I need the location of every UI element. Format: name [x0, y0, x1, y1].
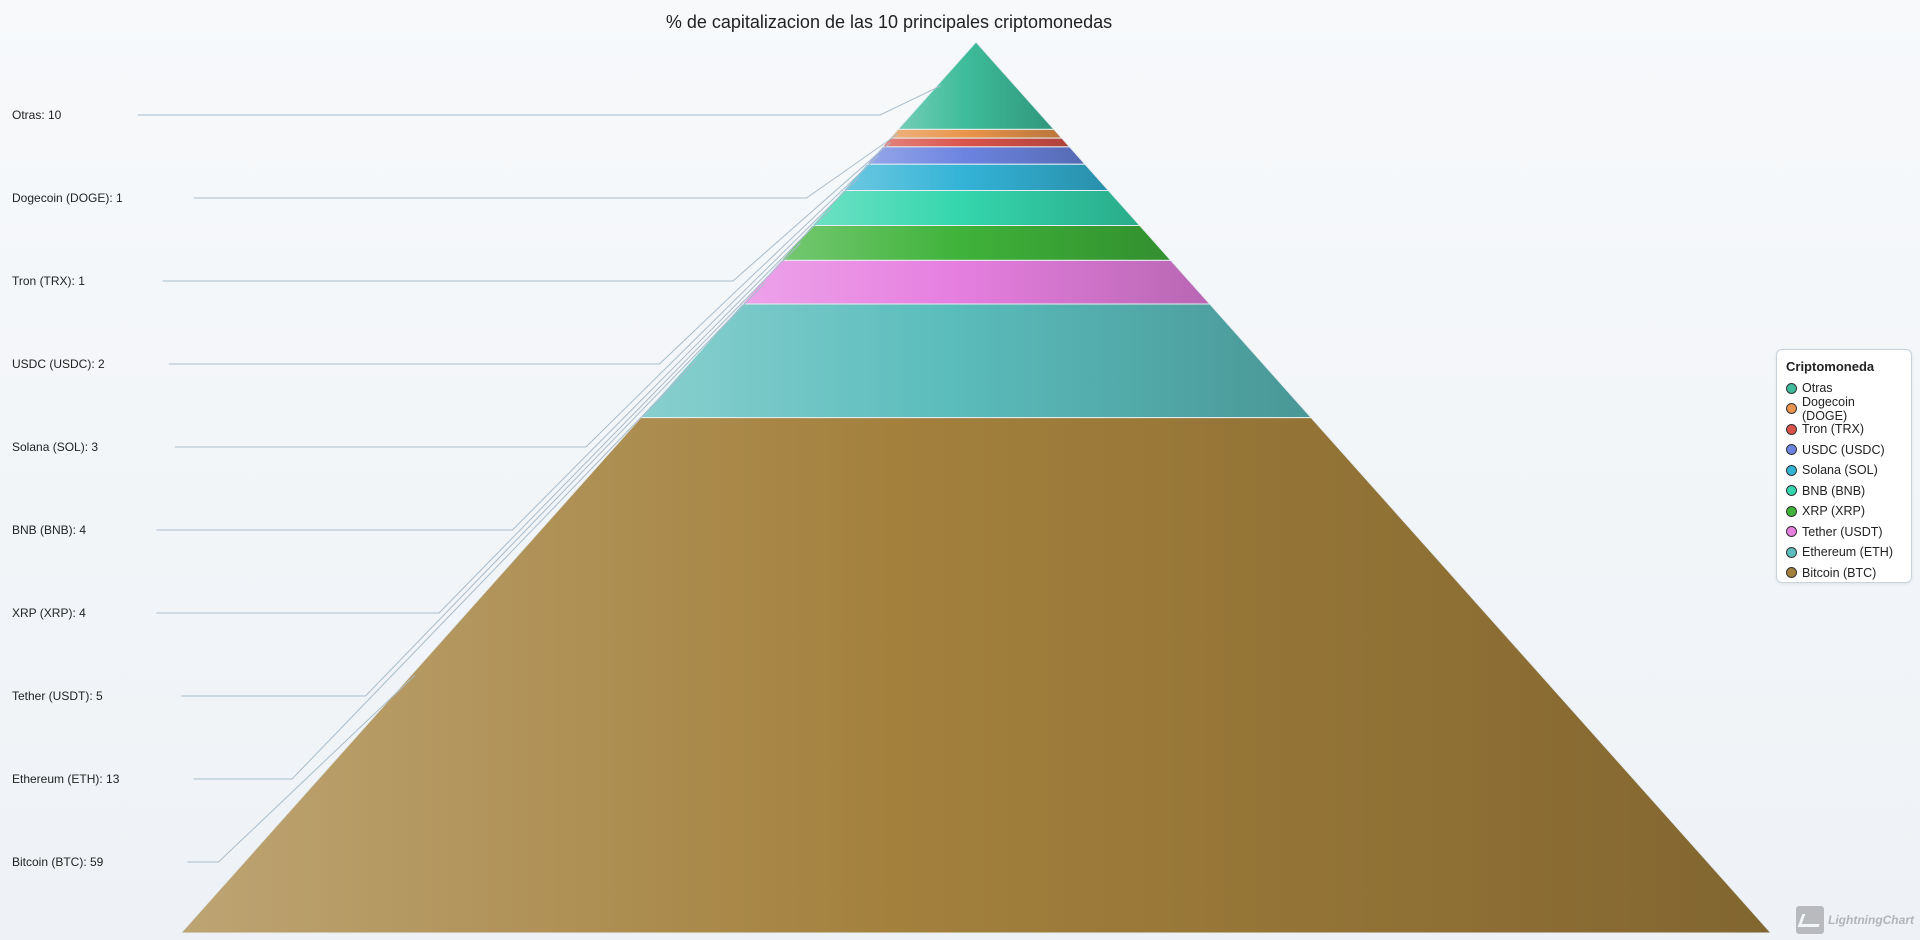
legend-label: Bitcoin (BTC) — [1802, 565, 1877, 580]
legend-swatch-icon — [1786, 444, 1797, 456]
connector-line — [193, 133, 899, 199]
legend-item[interactable]: Tron (TRX) — [1786, 419, 1903, 440]
slice-dogecoin-doge[interactable] — [889, 128, 1063, 139]
slice-labels: Otras: 10 Dogecoin (DOGE): 1 Tron (TRX): 1… — [12, 108, 123, 869]
connector-line — [156, 207, 833, 531]
legend-swatch-icon — [1786, 464, 1797, 476]
connector-line — [187, 674, 416, 863]
slice-usdc-usdc[interactable] — [865, 146, 1087, 165]
slice-label: Tron (TRX): 1 — [12, 274, 85, 288]
slice-tether-usdt[interactable] — [741, 259, 1211, 305]
legend-swatch-icon — [1786, 505, 1797, 517]
slice-label: Bitcoin (BTC): 59 — [12, 855, 104, 869]
legend-label: XRP (XRP) — [1802, 504, 1865, 519]
connector-line — [156, 242, 802, 614]
legend: Criptomoneda Otras Dogecoin (DOGE) Tron (T… — [1776, 349, 1912, 583]
slice-tron-trx[interactable] — [881, 137, 1071, 148]
legend-label: Otras — [1802, 381, 1833, 396]
legend-label: Solana (SOL) — [1802, 463, 1878, 478]
lightningchart-logo-icon — [1796, 906, 1824, 934]
legend-label: Tether (USDT) — [1802, 524, 1883, 539]
slice-bitcoin-btc[interactable] — [179, 417, 1773, 934]
slice-label: USDC (USDC): 2 — [12, 357, 105, 371]
slice-label: Tether (USDT): 5 — [12, 689, 103, 703]
legend-item[interactable]: Tether (USDT) — [1786, 522, 1903, 543]
legend-label: USDC (USDC) — [1802, 442, 1885, 457]
slice-xrp-xrp[interactable] — [780, 224, 1172, 261]
legend-swatch-icon — [1786, 382, 1797, 394]
slice-label: Dogecoin (DOGE): 1 — [12, 191, 123, 205]
connector-line — [175, 177, 860, 448]
slice-otras[interactable] — [896, 41, 1056, 130]
legend-label: BNB (BNB) — [1802, 483, 1866, 498]
slice-bnb-bnb[interactable] — [811, 190, 1141, 226]
legend-swatch-icon — [1786, 526, 1797, 538]
legend-swatch-icon — [1786, 485, 1797, 497]
legend-item[interactable]: Solana (SOL) — [1786, 460, 1903, 481]
slice-ethereum-eth[interactable] — [639, 303, 1313, 419]
slice-label: Ethereum (ETH): 13 — [12, 772, 120, 786]
legend-label: Tron (TRX) — [1802, 422, 1865, 437]
legend-item[interactable]: Otras — [1786, 378, 1903, 399]
legend-swatch-icon — [1786, 403, 1797, 415]
legend-item[interactable]: Bitcoin (BTC) — [1786, 563, 1903, 584]
legend-items: Otras Dogecoin (DOGE) Tron (TRX) USDC (USDC… — [1786, 378, 1903, 583]
connector-line — [162, 142, 891, 282]
slice-label: Otras: 10 — [12, 108, 62, 122]
legend-item[interactable]: XRP (XRP) — [1786, 501, 1903, 522]
connector-line — [137, 85, 942, 116]
slice-label: BNB (BNB): 4 — [12, 523, 86, 537]
legend-item[interactable]: Ethereum (ETH) — [1786, 542, 1903, 563]
connector-line — [193, 360, 696, 780]
chart-title: % de capitalizacion de las 10 principale… — [666, 12, 1112, 32]
watermark: LightningChart — [1796, 904, 1918, 936]
connector-line — [181, 281, 767, 697]
legend-swatch-icon — [1786, 567, 1797, 579]
label-connectors — [137, 85, 942, 863]
legend-item[interactable]: USDC (USDC) — [1786, 440, 1903, 461]
connector-line — [168, 155, 880, 365]
slice-solana-sol[interactable] — [842, 163, 1110, 191]
pyramid-slices — [179, 41, 1773, 934]
slice-label: XRP (XRP): 4 — [12, 606, 86, 620]
legend-item[interactable]: BNB (BNB) — [1786, 481, 1903, 502]
slice-label: Solana (SOL): 3 — [12, 440, 98, 454]
legend-item[interactable]: Dogecoin (DOGE) — [1786, 395, 1903, 423]
legend-swatch-icon — [1786, 546, 1797, 558]
legend-label: Ethereum (ETH) — [1802, 545, 1893, 560]
legend-swatch-icon — [1786, 423, 1797, 435]
legend-label: Dogecoin (DOGE) — [1802, 394, 1855, 423]
legend-title: Criptomoneda — [1786, 359, 1875, 374]
watermark-text: LightningChart — [1828, 913, 1914, 927]
